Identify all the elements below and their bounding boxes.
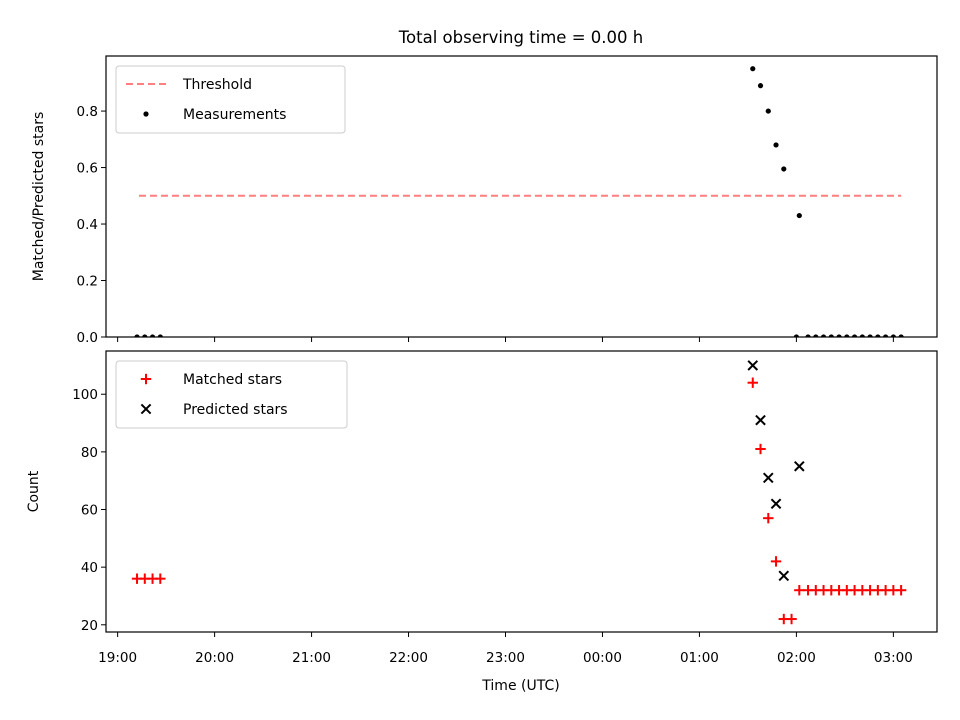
measurements-point [781, 166, 787, 172]
measurements-point [142, 334, 148, 337]
bottom-legend: Matched stars Predicted stars [115, 360, 348, 429]
legend-matched-stars-label: Matched stars [183, 372, 282, 388]
measurements-point [757, 83, 764, 89]
top-y-tick-label: 0.2 [77, 274, 98, 290]
measurements-point [898, 334, 904, 337]
top-y-tick-label: 0.4 [77, 217, 98, 233]
top-y-tick-label: 0.0 [77, 330, 98, 346]
measurements-point [750, 66, 756, 72]
x-tick-label: 19:00 [98, 650, 137, 666]
legend-predicted-stars-swatch-stroke-b [140, 403, 152, 415]
bottom-plot-frame [105, 350, 938, 633]
predicted-stars-point [794, 460, 805, 472]
bottom-y-axis-label: Count [26, 470, 42, 512]
measurements-point [890, 334, 896, 337]
x-tick-label: 00:00 [583, 650, 622, 666]
measurements-point [157, 334, 163, 337]
measurements-point [805, 334, 811, 337]
predicted-stars-point [762, 472, 774, 484]
predicted-stars-point [778, 570, 790, 582]
matched-stars-point [755, 443, 766, 455]
predicted-stars-point-stroke-b [778, 570, 790, 582]
x-tick-label: 22:00 [389, 650, 428, 666]
measurements-point [813, 334, 819, 337]
measurements-point [773, 142, 779, 148]
measurements-point [828, 334, 834, 337]
measurements-point [793, 334, 799, 337]
top-panel-ratio: 0.0 0.2 0.4 0.6 0.8 Matched/Predicted stars Th… [31, 55, 938, 346]
x-tick-label: 21:00 [292, 650, 331, 666]
top-y-tick-label: 0.8 [77, 104, 98, 120]
matched-stars-point [786, 613, 797, 625]
bottom-panel-count: 20 40 60 80 100 19:00 20:00 21:00 22:00 23:00 00:0… [26, 350, 938, 666]
measurements-point [844, 334, 850, 337]
matched-stars-point [155, 573, 166, 584]
matched-stars-point [794, 585, 805, 596]
legend-predicted-stars-label: Predicted stars [183, 402, 288, 418]
legend-matched-stars-swatch [140, 373, 152, 385]
bottom-y-tick-label: 20 [81, 618, 98, 634]
measurements-point [765, 108, 771, 114]
measurements-point [836, 334, 842, 337]
measurements-point [867, 334, 873, 337]
chart-title: Total observing time = 0.00 h [398, 28, 643, 47]
bottom-y-tick-label: 40 [81, 560, 98, 576]
predicted-stars-point [747, 360, 759, 371]
measurements-point [796, 212, 802, 219]
predicted-stars-point [755, 414, 766, 426]
x-axis-label: Time (UTC) [481, 678, 559, 694]
legend-measurements-swatch [143, 111, 149, 117]
bottom-y-tick-label: 80 [81, 445, 98, 461]
predicted-stars-point-stroke-b [762, 472, 774, 484]
predicted-stars-point-stroke-b [770, 498, 782, 510]
measurements-point [149, 334, 156, 337]
measurements-point [134, 334, 140, 337]
top-y-axis-label: Matched/Predicted stars [31, 112, 47, 282]
matched-stars-point [895, 585, 907, 596]
top-plot-frame [105, 55, 938, 338]
measurements-point [820, 334, 827, 337]
top-data-layer [134, 66, 904, 337]
predicted-stars-point-stroke-b [755, 414, 766, 426]
top-y-tick-label: 0.6 [77, 161, 98, 177]
top-legend: Threshold Measurements [115, 65, 346, 134]
bottom-data-layer [131, 360, 907, 625]
measurements-point [851, 334, 858, 337]
legend-threshold-label: Threshold [182, 77, 252, 93]
x-tick-label: 23:00 [486, 650, 525, 666]
x-tick-label: 03:00 [874, 650, 913, 666]
bottom-y-tick-label: 60 [81, 503, 98, 519]
x-tick-label: 20:00 [195, 650, 234, 666]
legend-predicted-stars-swatch [140, 403, 152, 415]
bottom-y-tick-label: 100 [72, 387, 98, 403]
matched-stars-point [747, 377, 758, 388]
bottom-legend-box [115, 360, 348, 429]
x-tick-label: 01:00 [680, 650, 719, 666]
measurements-point [859, 334, 865, 337]
predicted-stars-point-stroke-b [747, 360, 759, 371]
matched-stars-point [770, 556, 782, 567]
predicted-stars-point [770, 498, 782, 510]
matched-stars-point [763, 512, 774, 524]
legend-measurements-label: Measurements [183, 107, 286, 123]
measurements-point [875, 334, 881, 337]
top-legend-box [115, 65, 346, 134]
predicted-stars-point-stroke-b [794, 460, 805, 472]
measurements-point [883, 334, 889, 337]
x-tick-label: 02:00 [777, 650, 816, 666]
